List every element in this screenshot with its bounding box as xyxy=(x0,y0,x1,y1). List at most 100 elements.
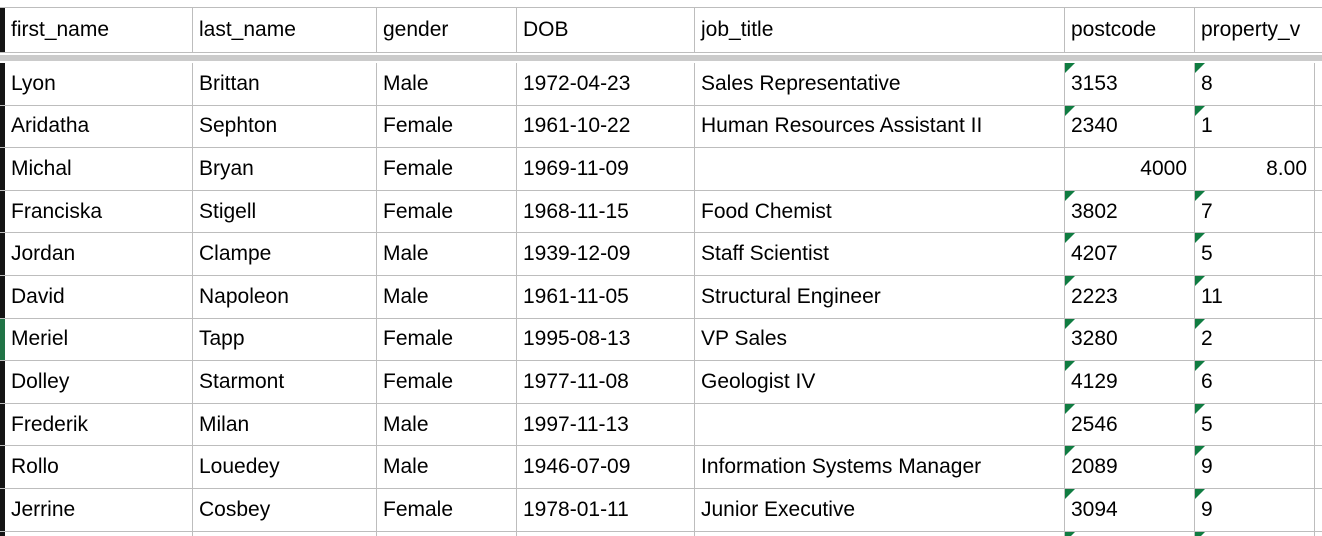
cell-gender[interactable]: Male xyxy=(377,233,517,275)
cell-gender[interactable]: Female xyxy=(377,488,517,531)
cell-gender[interactable]: Male xyxy=(377,63,517,105)
header-cell-first_name[interactable]: first_name xyxy=(5,8,193,52)
cell-property_value[interactable]: 9 xyxy=(1195,488,1315,531)
cell-gender[interactable]: Female xyxy=(377,148,517,190)
cell-gender[interactable]: Male xyxy=(377,446,517,488)
cell-job_title[interactable]: Staff Scientist xyxy=(695,233,1065,275)
cell-dob[interactable]: 1972-04-23 xyxy=(517,63,695,105)
cell-postcode[interactable]: 2546 xyxy=(1065,403,1195,446)
cell-overflow[interactable] xyxy=(1315,63,1322,105)
cell-gender[interactable]: Male xyxy=(377,403,517,446)
cell-last_name[interactable]: Sephton xyxy=(193,105,377,148)
cell-dob[interactable]: 1987-10-08 xyxy=(517,531,695,536)
cell-job_title[interactable]: Geologist IV xyxy=(695,361,1065,403)
cell-first_name[interactable]: Rollo xyxy=(5,446,193,488)
cell-dob[interactable]: 1946-07-09 xyxy=(517,446,695,488)
cell-first_name[interactable]: Roddy xyxy=(5,531,193,536)
cell-gender[interactable]: Male xyxy=(377,531,517,536)
cell-property_value[interactable]: 11 xyxy=(1195,275,1315,318)
cell-job_title[interactable] xyxy=(695,148,1065,190)
header-cell-overflow[interactable] xyxy=(1315,8,1322,52)
cell-first_name[interactable]: Frederik xyxy=(5,403,193,446)
cell-last_name[interactable]: Cosbey xyxy=(193,488,377,531)
cell-overflow[interactable] xyxy=(1315,275,1322,318)
cell-postcode[interactable]: 4518 xyxy=(1065,531,1195,536)
cell-dob[interactable]: 1968-11-15 xyxy=(517,190,695,233)
cell-job_title[interactable]: Nurse Practitioner xyxy=(695,531,1065,536)
cell-first_name[interactable]: Meriel xyxy=(5,318,193,361)
cell-dob[interactable]: 1961-11-05 xyxy=(517,275,695,318)
header-cell-dob[interactable]: DOB xyxy=(517,8,695,52)
cell-overflow[interactable] xyxy=(1315,361,1322,403)
cell-last_name[interactable]: Brittan xyxy=(193,63,377,105)
cell-postcode[interactable]: 2089 xyxy=(1065,446,1195,488)
cell-overflow[interactable] xyxy=(1315,531,1322,536)
cell-overflow[interactable] xyxy=(1315,233,1322,275)
cell-job_title[interactable]: Structural Engineer xyxy=(695,275,1065,318)
cell-overflow[interactable] xyxy=(1315,403,1322,446)
cell-dob[interactable]: 1969-11-09 xyxy=(517,148,695,190)
cell-last_name[interactable]: Stigell xyxy=(193,190,377,233)
cell-last_name[interactable]: Clampe xyxy=(193,233,377,275)
cell-property_value[interactable]: 5 xyxy=(1195,403,1315,446)
cell-job_title[interactable]: Information Systems Manager xyxy=(695,446,1065,488)
cell-postcode[interactable]: 3153 xyxy=(1065,63,1195,105)
cell-dob[interactable]: 1977-11-08 xyxy=(517,361,695,403)
cell-dob[interactable]: 1939-12-09 xyxy=(517,233,695,275)
cell-first_name[interactable]: Franciska xyxy=(5,190,193,233)
cell-first_name[interactable]: Jordan xyxy=(5,233,193,275)
cell-postcode[interactable]: 2223 xyxy=(1065,275,1195,318)
header-cell-property_value[interactable]: property_v xyxy=(1195,8,1315,52)
cell-overflow[interactable] xyxy=(1315,488,1322,531)
cell-job_title[interactable] xyxy=(695,403,1065,446)
cell-last_name[interactable]: Tapp xyxy=(193,318,377,361)
cell-property_value[interactable]: 5 xyxy=(1195,233,1315,275)
cell-job_title[interactable]: Human Resources Assistant II xyxy=(695,105,1065,148)
cell-property_value[interactable]: 2 xyxy=(1195,318,1315,361)
cell-last_name[interactable]: Louedey xyxy=(193,446,377,488)
cell-gender[interactable]: Female xyxy=(377,318,517,361)
cell-postcode[interactable]: 4207 xyxy=(1065,233,1195,275)
cell-property_value[interactable]: 7 xyxy=(1195,190,1315,233)
header-cell-gender[interactable]: gender xyxy=(377,8,517,52)
cell-first_name[interactable]: Jerrine xyxy=(5,488,193,531)
cell-postcode[interactable]: 4000 xyxy=(1065,148,1195,190)
cell-property_value[interactable]: 8 xyxy=(1195,63,1315,105)
cell-dob[interactable]: 1978-01-11 xyxy=(517,488,695,531)
cell-first_name[interactable]: Michal xyxy=(5,148,193,190)
cell-gender[interactable]: Female xyxy=(377,105,517,148)
cell-overflow[interactable] xyxy=(1315,190,1322,233)
cell-property_value[interactable]: 1 xyxy=(1195,105,1315,148)
cell-postcode[interactable]: 3280 xyxy=(1065,318,1195,361)
cell-property_value[interactable]: 6 xyxy=(1195,361,1315,403)
cell-first_name[interactable]: Aridatha xyxy=(5,105,193,148)
cell-postcode[interactable]: 2340 xyxy=(1065,105,1195,148)
header-cell-job_title[interactable]: job_title xyxy=(695,8,1065,52)
cell-dob[interactable]: 1995-08-13 xyxy=(517,318,695,361)
cell-postcode[interactable]: 4129 xyxy=(1065,361,1195,403)
cell-overflow[interactable] xyxy=(1315,105,1322,148)
cell-property_value[interactable]: 7 xyxy=(1195,531,1315,536)
cell-last_name[interactable]: Starmont xyxy=(193,361,377,403)
cell-job_title[interactable]: Sales Representative xyxy=(695,63,1065,105)
cell-last_name[interactable]: Bryan xyxy=(193,148,377,190)
cell-property_value[interactable]: 8.00 xyxy=(1195,148,1315,190)
cell-job_title[interactable]: VP Sales xyxy=(695,318,1065,361)
cell-overflow[interactable] xyxy=(1315,318,1322,361)
cell-last_name[interactable]: Rubinshtein xyxy=(193,531,377,536)
cell-property_value[interactable]: 9 xyxy=(1195,446,1315,488)
cell-last_name[interactable]: Milan xyxy=(193,403,377,446)
header-cell-postcode[interactable]: postcode xyxy=(1065,8,1195,52)
cell-first_name[interactable]: Lyon xyxy=(5,63,193,105)
cell-dob[interactable]: 1997-11-13 xyxy=(517,403,695,446)
cell-job_title[interactable]: Junior Executive xyxy=(695,488,1065,531)
header-cell-last_name[interactable]: last_name xyxy=(193,8,377,52)
cell-overflow[interactable] xyxy=(1315,148,1322,190)
cell-job_title[interactable]: Food Chemist xyxy=(695,190,1065,233)
cell-last_name[interactable]: Napoleon xyxy=(193,275,377,318)
cell-dob[interactable]: 1961-10-22 xyxy=(517,105,695,148)
cell-overflow[interactable] xyxy=(1315,446,1322,488)
cell-first_name[interactable]: David xyxy=(5,275,193,318)
cell-postcode[interactable]: 3802 xyxy=(1065,190,1195,233)
cell-gender[interactable]: Female xyxy=(377,361,517,403)
